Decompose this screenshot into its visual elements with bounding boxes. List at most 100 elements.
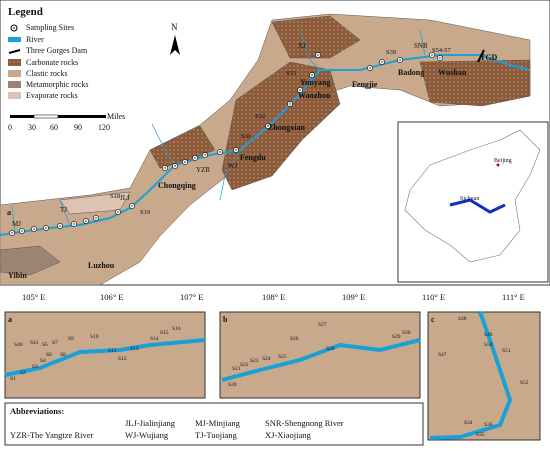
panel-frame — [4, 311, 206, 399]
legend-item: Sampling Sites — [26, 23, 74, 32]
river-label: SNR — [414, 42, 428, 50]
tributary — [149, 119, 176, 166]
site-dot — [204, 154, 206, 156]
panel-site-label: S8 — [60, 352, 66, 358]
panel-site-label: S14 — [150, 336, 159, 342]
legend-box — [2, 2, 152, 140]
site-dot — [21, 230, 23, 232]
panel-site-label: S5 — [42, 342, 48, 348]
panel-site-label: S9 — [68, 336, 74, 342]
place-label: Chongqing — [158, 181, 196, 190]
panel-site-label: S26 — [290, 336, 299, 342]
scale-bar — [10, 115, 34, 118]
legend-clastic-icon — [8, 70, 21, 77]
site-dot — [117, 211, 119, 213]
sampling-sites — [9, 52, 443, 236]
panel-site-label: S51 — [502, 348, 511, 354]
panel-site-label: S12 — [118, 356, 127, 362]
place-label: Fengjie — [352, 80, 378, 89]
panel-ref: a — [7, 208, 11, 217]
abbreviation-item: XJ-Xiaojiang — [265, 430, 312, 440]
site-dot — [399, 59, 401, 61]
abbreviation-item: TJ-Tuojiang — [195, 430, 237, 440]
panel-site-label: S28 — [326, 346, 335, 352]
panel-label: c — [431, 315, 435, 324]
site-dot — [235, 149, 237, 151]
site-dot — [174, 165, 176, 167]
panel-site-label: S36 — [484, 422, 493, 428]
place-label: Wanzhou — [298, 91, 331, 100]
river — [4, 338, 206, 377]
legend-site-dot — [13, 27, 15, 29]
legend-carbonate-icon — [8, 59, 21, 66]
abbreviation-item: WJ-Wujiang — [125, 430, 169, 440]
site-dot — [289, 103, 291, 105]
panel-site-label: S41 — [30, 340, 39, 346]
place-label: Wushan — [438, 68, 467, 77]
site-dot — [33, 228, 35, 230]
site-dot — [95, 217, 97, 219]
legend-item: Carbonate rocks — [26, 58, 78, 67]
scale-tick: 90 — [74, 123, 82, 132]
legend — [2, 2, 152, 140]
north-arrow — [170, 35, 180, 55]
panel-site-label: S25 — [278, 354, 287, 360]
site-dot — [439, 57, 441, 59]
panel-site-label: S10 — [90, 334, 99, 340]
legend-metamorphic-icon — [8, 81, 21, 88]
inset-label: Sichuan — [460, 196, 479, 202]
tributary — [419, 29, 426, 56]
north-label: N — [171, 22, 178, 32]
abbreviation-item: MJ-Minjiang — [195, 418, 241, 428]
site-dot — [369, 67, 371, 69]
legend-title: Legend — [8, 6, 43, 18]
river-label: WJ — [228, 162, 238, 170]
place-label: TGD — [480, 53, 498, 62]
place-label: Yibin — [8, 271, 27, 280]
panel-site-label: S24 — [262, 356, 271, 362]
metamorphic-region — [0, 245, 61, 276]
panel-site-label: S3 — [32, 364, 38, 370]
abbreviation-item: JLJ-Jialinjiang — [125, 418, 176, 428]
legend-river-icon — [8, 37, 21, 42]
legend-dam-icon — [8, 49, 21, 54]
scale-tick: 30 — [28, 123, 36, 132]
river-label: TJ — [60, 206, 67, 214]
site-dot — [219, 151, 221, 153]
site-label: S39 — [386, 49, 396, 56]
abbreviation-item: SNR-Shengnong River — [265, 418, 344, 428]
china-outline — [404, 129, 541, 263]
site-dot — [45, 227, 47, 229]
tributary — [59, 199, 71, 227]
river — [221, 338, 421, 382]
river-label: XJ — [298, 42, 306, 50]
site-dot — [73, 223, 75, 225]
beijing-dot — [496, 163, 500, 167]
inset-label: Beijing — [494, 158, 512, 164]
longitude-label: 105° E — [22, 292, 45, 302]
site-dot — [194, 157, 196, 159]
panel-site-label: S48 — [458, 316, 467, 322]
panel-site-label: S22 — [240, 362, 249, 368]
panel-site-label: S11 — [108, 348, 117, 354]
panel-site-label: S23 — [250, 358, 259, 364]
panel-site-label: S16 — [172, 326, 181, 332]
panel-site-label: S30 — [402, 330, 411, 336]
longitude-label: 109° E — [342, 292, 365, 302]
inset-map — [397, 121, 549, 283]
scale-tick: 60 — [50, 123, 58, 132]
scale-bar — [33, 114, 59, 119]
abbreviation-box — [4, 402, 424, 446]
carbonate-region — [221, 61, 341, 191]
panel-site-label: S40 — [14, 342, 23, 348]
panel-site-label: S35 — [476, 432, 485, 438]
abbreviation-title: Abbreviations: — [10, 406, 64, 416]
panel-frame — [427, 311, 541, 441]
longitude-label: 110° E — [422, 292, 445, 302]
panel-site-label: S1 — [10, 376, 16, 382]
river-label: YZR — [196, 166, 210, 174]
site-label: S31 — [241, 133, 251, 140]
panel-frame — [219, 311, 421, 399]
longitude-label: 106° E — [100, 292, 123, 302]
scale-bar — [58, 115, 106, 118]
